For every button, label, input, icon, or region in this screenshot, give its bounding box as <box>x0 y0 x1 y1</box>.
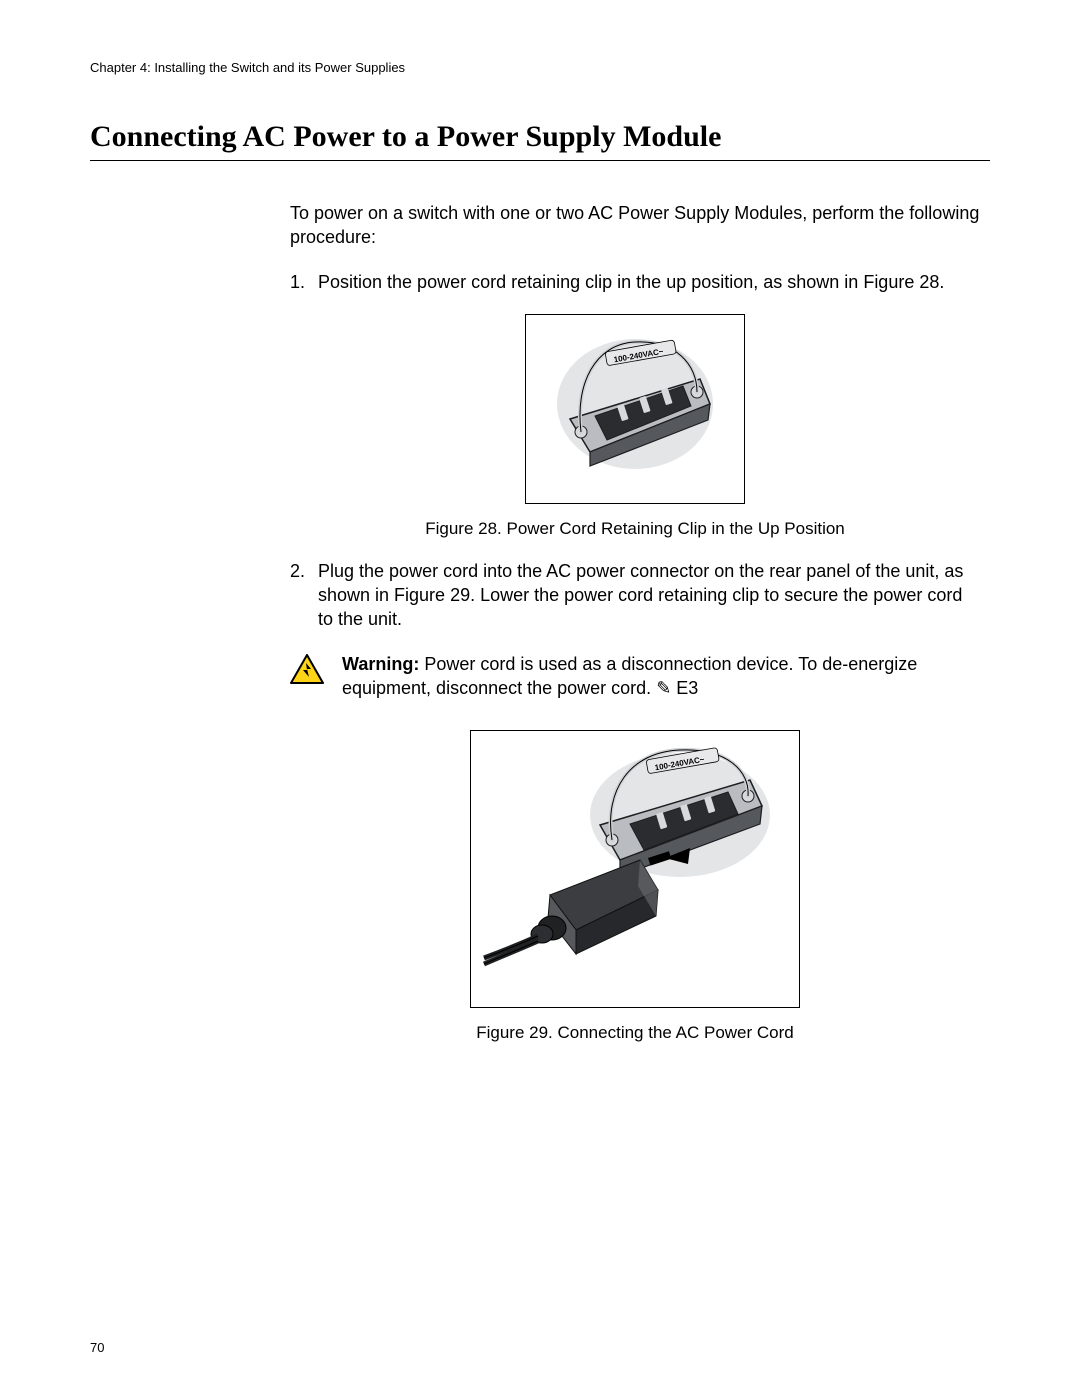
page-number: 70 <box>90 1340 104 1355</box>
intro-paragraph: To power on a switch with one or two AC … <box>290 201 980 250</box>
warning-code: E3 <box>671 678 698 698</box>
step-text: Position the power cord retaining clip i… <box>318 270 980 294</box>
section-title: Connecting AC Power to a Power Supply Mo… <box>90 120 990 161</box>
power-socket-clip-up-illustration: 100-240VAC~ <box>535 324 735 494</box>
figure-28-caption: Figure 28. Power Cord Retaining Clip in … <box>425 518 845 541</box>
document-page: Chapter 4: Installing the Switch and its… <box>0 0 1080 1397</box>
figure-28-box: 100-240VAC~ <box>525 314 745 504</box>
body-column: To power on a switch with one or two AC … <box>290 201 980 1045</box>
warning-label: Warning: <box>342 654 419 674</box>
step-1: 1. Position the power cord retaining cli… <box>290 270 980 294</box>
figure-29: 100-240VAC~ <box>290 730 980 1045</box>
warning-body-a: Power cord is used as a disconnection de… <box>342 654 917 698</box>
warning-triangle-icon <box>290 654 324 684</box>
figure-29-box: 100-240VAC~ <box>470 730 800 1008</box>
step-text: Plug the power cord into the AC power co… <box>318 559 980 632</box>
running-header: Chapter 4: Installing the Switch and its… <box>90 60 990 75</box>
figure-29-caption: Figure 29. Connecting the AC Power Cord <box>476 1022 794 1045</box>
step-number: 1. <box>290 270 318 294</box>
warning-block: Warning: Power cord is used as a disconn… <box>290 652 980 701</box>
warning-signature-mark: ✎ <box>656 678 671 698</box>
connecting-power-cord-illustration: 100-240VAC~ <box>480 740 790 998</box>
step-2: 2. Plug the power cord into the AC power… <box>290 559 980 632</box>
step-number: 2. <box>290 559 318 632</box>
figure-28: 100-240VAC~ Figure 28. Power Cord Retain… <box>290 314 980 541</box>
warning-text: Warning: Power cord is used as a disconn… <box>342 652 980 701</box>
